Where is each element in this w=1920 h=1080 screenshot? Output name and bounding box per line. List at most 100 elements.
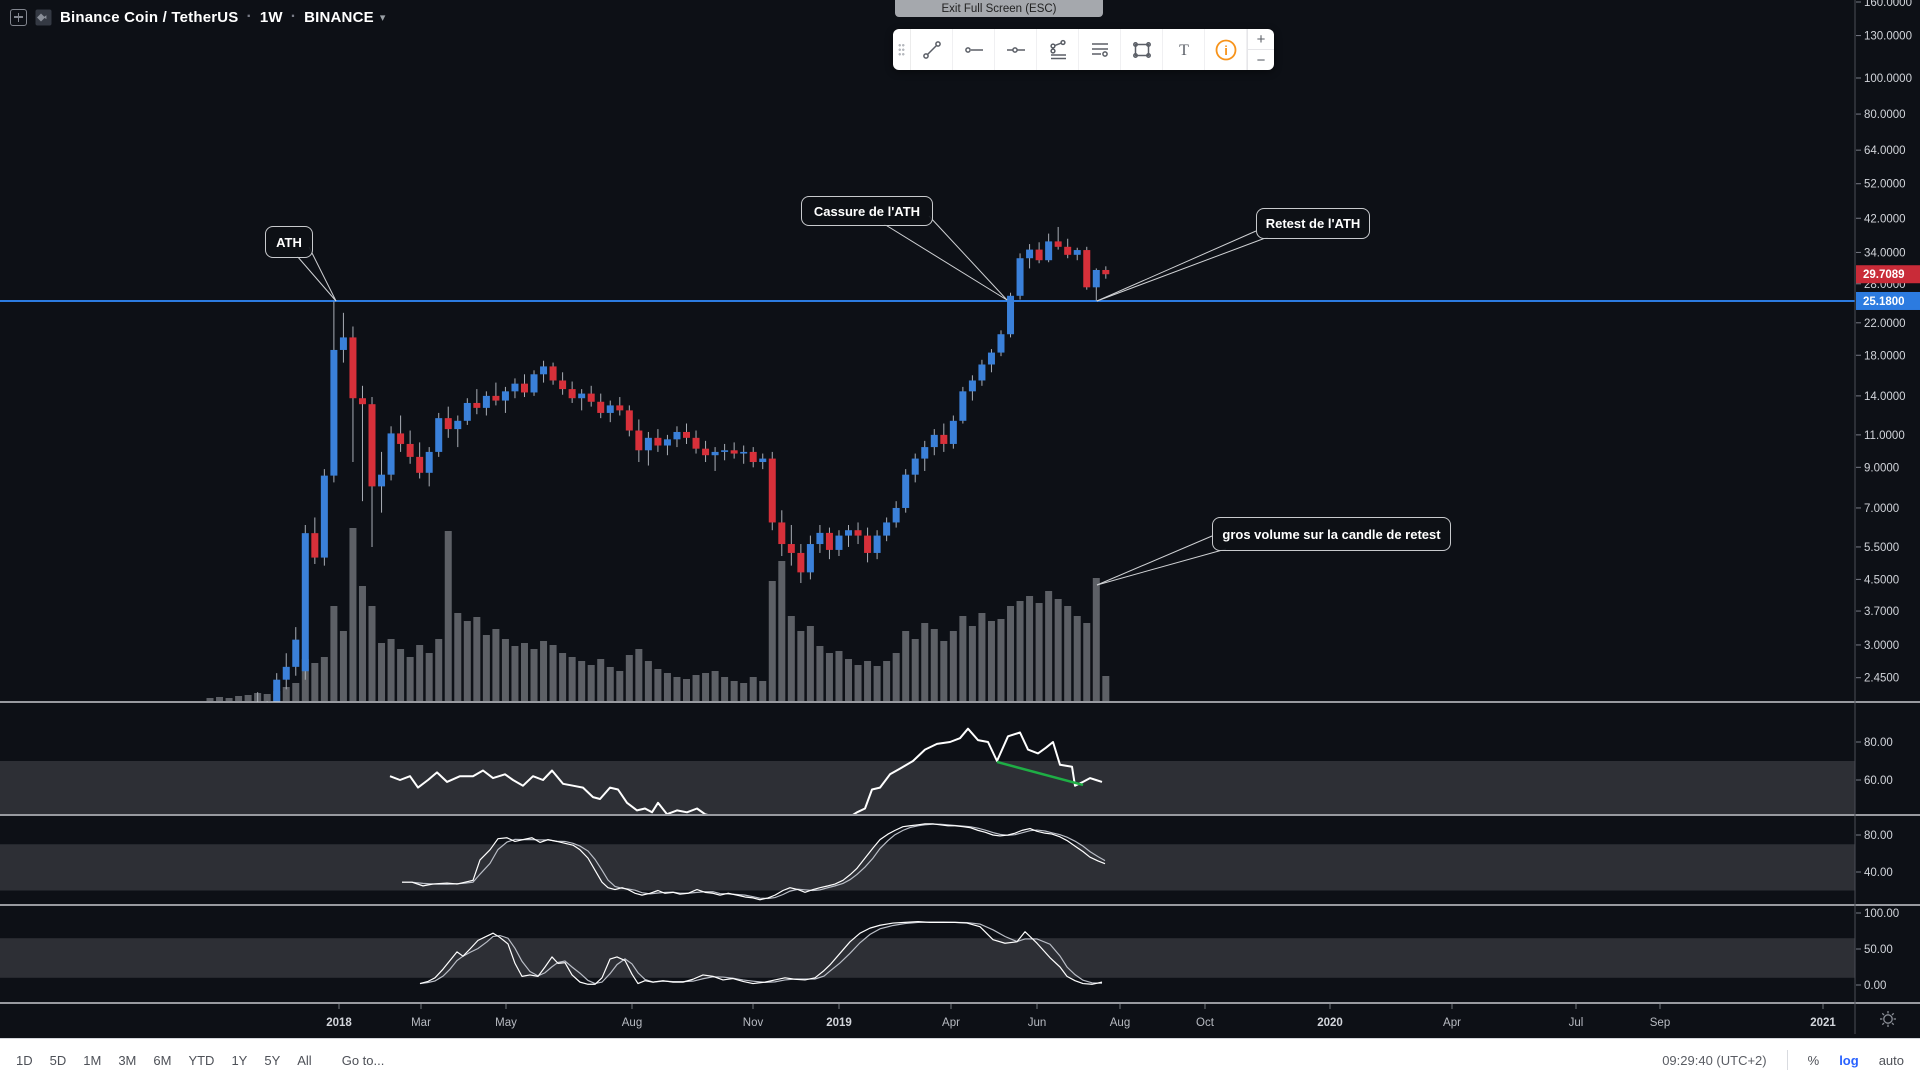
time-axis[interactable]: 2018 Mar May Aug Nov 2019 Apr Jun Aug Oct 2020 Apr J… bbox=[326, 1004, 1836, 1029]
stochastic-line bbox=[419, 921, 1103, 985]
candle-up bbox=[711, 451, 719, 456]
horizontal-line-tool[interactable] bbox=[953, 29, 995, 70]
horizontal-ray-icon bbox=[1006, 46, 1025, 53]
zoom-out-button[interactable]: − bbox=[1256, 51, 1266, 69]
callout-annotation[interactable]: gros volume sur la candle de retest bbox=[1212, 517, 1451, 551]
trend-line-tool[interactable] bbox=[911, 29, 953, 70]
interval-label[interactable]: 1W bbox=[259, 8, 283, 26]
percent-scale-button[interactable]: % bbox=[1807, 1052, 1820, 1068]
price-axis-label: 130.0000 bbox=[1864, 31, 1912, 43]
volume-bar bbox=[358, 586, 366, 701]
auto-scale-button[interactable]: auto bbox=[1878, 1052, 1904, 1068]
rectangle-tool[interactable] bbox=[1121, 29, 1163, 70]
candle-down bbox=[654, 437, 662, 446]
candle-up bbox=[578, 393, 586, 399]
callout-annotation[interactable]: Retest de l'ATH bbox=[1256, 208, 1370, 239]
divergence-trend-line[interactable] bbox=[996, 760, 1084, 787]
time-axis-label: Apr bbox=[942, 1017, 960, 1029]
range-button-6m[interactable]: 6M bbox=[153, 1052, 172, 1068]
candle-up bbox=[454, 420, 462, 430]
price-axis-label: 9.0000 bbox=[1864, 462, 1899, 474]
price-chart[interactable]: 160.0000 130.0000 100.0000 80.0000 64.0000 52… bbox=[0, 0, 1920, 1038]
price-axis-label: 11.0000 bbox=[1864, 430, 1905, 442]
candle-down bbox=[683, 431, 690, 438]
volume-bar bbox=[244, 695, 252, 701]
volume-series bbox=[206, 528, 1110, 701]
time-axis-label: 2020 bbox=[1317, 1017, 1343, 1029]
candle-down bbox=[635, 430, 643, 451]
time-axis-label: May bbox=[495, 1017, 517, 1029]
exit-fullscreen-tooltip: Exit Full Screen (ESC) bbox=[895, 0, 1103, 17]
candle-down bbox=[825, 532, 833, 550]
indicator-axis-label: 40.00 bbox=[1864, 867, 1893, 879]
range-button-ytd[interactable]: YTD bbox=[188, 1052, 215, 1068]
scale-settings-gear-icon[interactable] bbox=[1879, 1010, 1897, 1028]
range-button-1m[interactable]: 1M bbox=[83, 1052, 102, 1068]
price-axis[interactable]: 160.0000 130.0000 100.0000 80.0000 64.0000 52… bbox=[1856, 0, 1912, 992]
candle-down bbox=[1035, 249, 1043, 261]
volume-bar bbox=[778, 561, 786, 701]
candle-up bbox=[606, 405, 614, 413]
text-tool-icon: T bbox=[1179, 42, 1189, 59]
log-scale-button[interactable]: log bbox=[1839, 1052, 1859, 1068]
range-button-5y[interactable]: 5Y bbox=[264, 1052, 281, 1068]
volume-bar bbox=[892, 653, 900, 701]
volume-bar bbox=[330, 606, 338, 701]
volume-bar bbox=[473, 617, 481, 701]
text-tool[interactable]: T bbox=[1163, 29, 1205, 70]
zoom-in-button[interactable]: + bbox=[1248, 29, 1274, 50]
volume-bar bbox=[683, 679, 690, 701]
volume-bar bbox=[349, 528, 357, 701]
rsi-line bbox=[389, 727, 1103, 814]
callout-annotation[interactable]: ATH bbox=[265, 226, 313, 258]
add-symbol-icon[interactable] bbox=[10, 8, 27, 26]
candle-up bbox=[1026, 249, 1034, 259]
candle-up bbox=[892, 507, 900, 523]
callout-annotation[interactable]: Cassure de l'ATH bbox=[801, 196, 933, 226]
volume-bar bbox=[702, 673, 710, 701]
volume-bar bbox=[654, 669, 662, 701]
scale-settings-corner bbox=[1856, 1004, 1920, 1034]
volume-bar bbox=[1007, 606, 1015, 701]
range-button-all[interactable]: All bbox=[297, 1052, 312, 1068]
time-axis-label: Aug bbox=[622, 1017, 642, 1029]
rectangle-icon bbox=[1132, 41, 1151, 58]
candle-up bbox=[1092, 269, 1100, 288]
range-button-3m[interactable]: 3M bbox=[118, 1052, 137, 1068]
volume-bar bbox=[511, 646, 519, 701]
candle-down bbox=[444, 418, 452, 430]
candle-up bbox=[883, 522, 891, 536]
time-axis-label: Apr bbox=[1443, 1017, 1461, 1029]
candle-up bbox=[806, 544, 814, 573]
drawing-price-label: 25.1800 bbox=[1856, 291, 1920, 310]
volume-bar bbox=[482, 635, 490, 701]
drag-handle-icon[interactable] bbox=[893, 29, 911, 70]
range-button-1d[interactable]: 1D bbox=[16, 1052, 33, 1068]
candle-up bbox=[949, 420, 957, 444]
symbol-title[interactable]: Binance Coin / TetherUS bbox=[60, 8, 239, 26]
volume-bar bbox=[368, 606, 376, 701]
stochastic-band bbox=[0, 938, 1855, 978]
range-button-1y[interactable]: 1Y bbox=[231, 1052, 248, 1068]
range-button-5d[interactable]: 5D bbox=[49, 1052, 67, 1068]
candle-up bbox=[644, 437, 652, 451]
horizontal-ray-tool[interactable] bbox=[995, 29, 1037, 70]
candle-down bbox=[692, 437, 700, 449]
exchange-label[interactable]: BINANCE bbox=[304, 8, 374, 26]
svg-text:i: i bbox=[1224, 43, 1228, 58]
info-tool[interactable]: i bbox=[1205, 29, 1247, 70]
goto-button[interactable]: Go to... bbox=[341, 1052, 385, 1068]
chevron-down-icon[interactable]: ▾ bbox=[379, 11, 386, 24]
fib-retracement-tool[interactable] bbox=[1079, 29, 1121, 70]
stoch-rsi-signal-line bbox=[402, 823, 1106, 900]
candle-up bbox=[930, 434, 938, 448]
indicator-axis-label: 60.00 bbox=[1864, 775, 1893, 787]
candle-up bbox=[740, 451, 748, 454]
candle-up bbox=[482, 395, 490, 408]
volume-bar bbox=[397, 649, 405, 701]
volume-bar bbox=[692, 675, 700, 701]
volume-bar bbox=[845, 659, 853, 701]
price-axis-label: 22.0000 bbox=[1864, 318, 1906, 330]
indicator-axis-label: 50.00 bbox=[1864, 944, 1893, 956]
parallel-channel-tool[interactable] bbox=[1037, 29, 1079, 70]
